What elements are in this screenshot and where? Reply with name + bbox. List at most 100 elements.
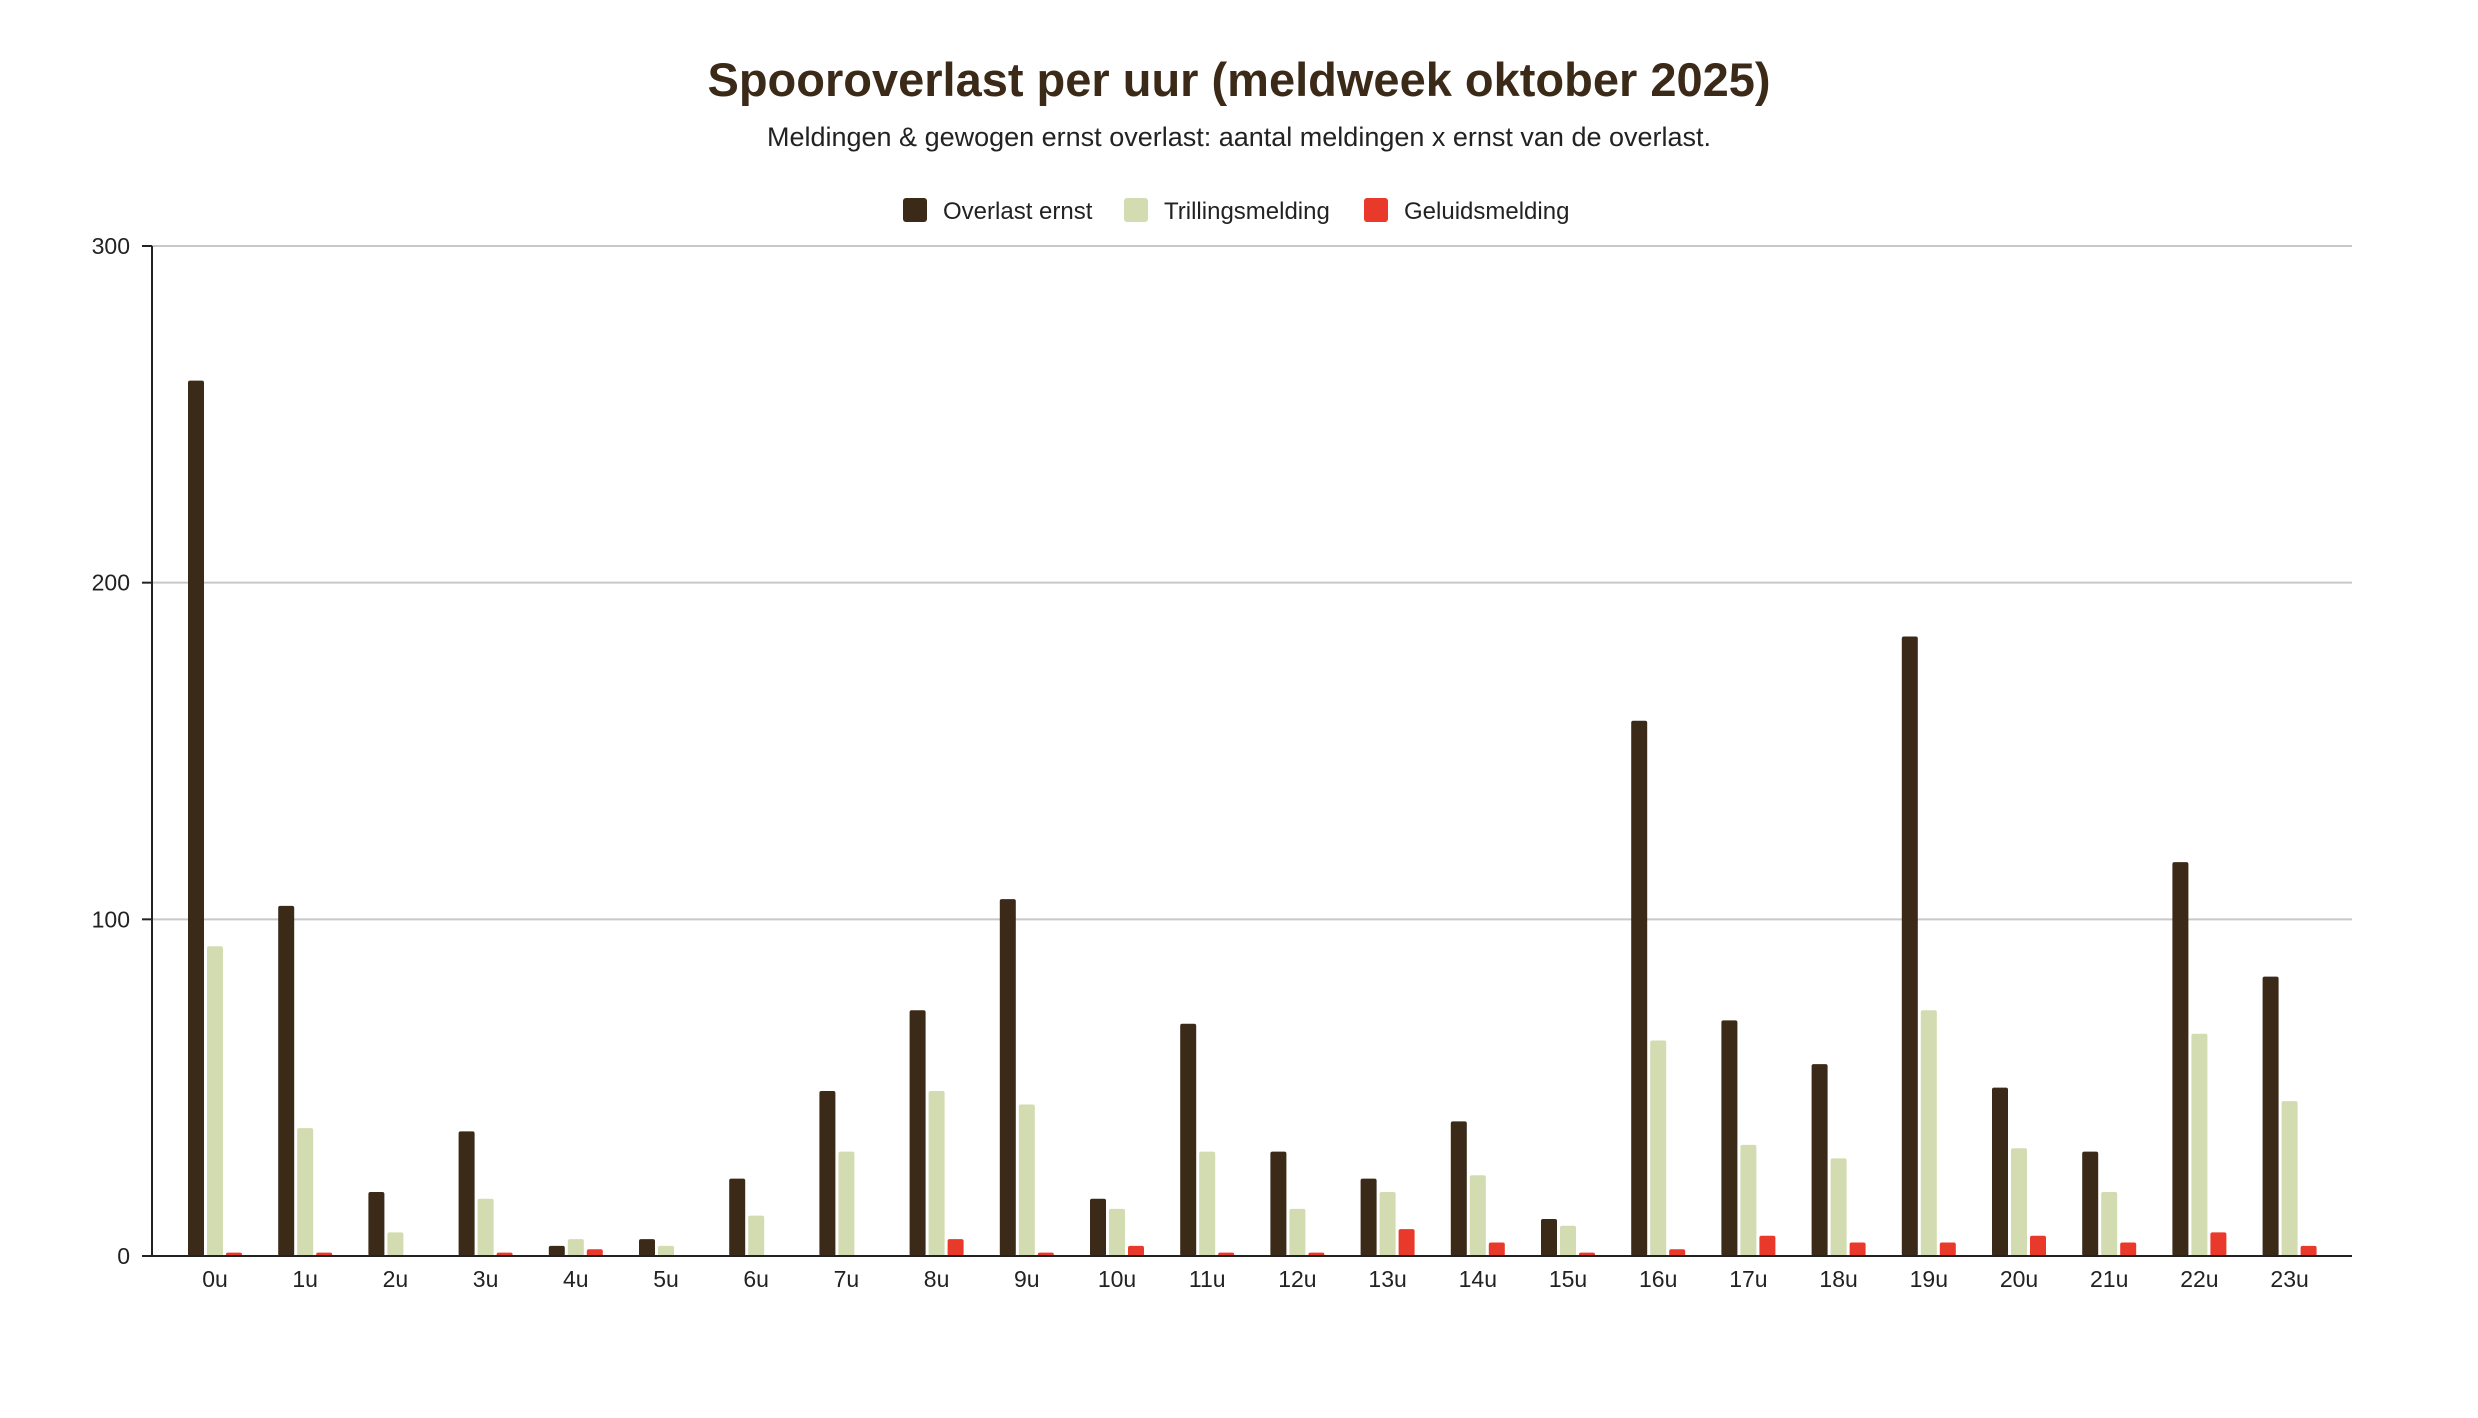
x-tick-label: 15u [1549, 1266, 1587, 1292]
bar-geluidsmelding-22u [2210, 1232, 2227, 1256]
bar-geluidsmelding-21u [2120, 1242, 2137, 1256]
bar-trillingsmelding-15u [1560, 1225, 1576, 1256]
x-tick-label: 2u [383, 1266, 409, 1292]
bar-geluidsmelding-18u [1849, 1242, 1866, 1256]
x-tick-label: 14u [1459, 1266, 1497, 1292]
x-tick-label: 5u [653, 1266, 679, 1292]
bar-trillingsmelding-16u [1650, 1040, 1667, 1256]
x-tick-label: 20u [2000, 1266, 2038, 1292]
x-tick-label: 19u [1910, 1266, 1948, 1292]
legend-swatch [903, 198, 927, 222]
bar-trillingsmelding-12u [1289, 1208, 1306, 1256]
bar-trillingsmelding-20u [2011, 1148, 2027, 1256]
gridlines [142, 245, 2352, 1257]
bar-overlast-ernst-9u [999, 899, 1016, 1256]
x-tick-label: 1u [292, 1266, 318, 1292]
legend-label: Geluidsmelding [1404, 198, 1569, 225]
x-tick-label: 0u [202, 1266, 228, 1292]
x-tick-label: 6u [743, 1266, 769, 1292]
bar-overlast-ernst-10u [1090, 1198, 1106, 1256]
x-tick-label: 10u [1098, 1266, 1136, 1292]
legend-label: Overlast ernst [943, 198, 1093, 225]
bar-trillingsmelding-5u [658, 1245, 674, 1256]
x-tick-label: 9u [1014, 1266, 1040, 1292]
bar-overlast-ernst-5u [639, 1239, 655, 1256]
bar-trillingsmelding-9u [1018, 1104, 1035, 1256]
bar-trillingsmelding-0u [207, 946, 223, 1256]
bar-overlast-ernst-15u [1541, 1218, 1557, 1256]
bar-overlast-ernst-14u [1450, 1121, 1467, 1256]
chart-title: Spooroverlast per uur (meldweek oktober … [707, 53, 1770, 106]
chart-subtitle: Meldingen & gewogen ernst overlast: aant… [767, 122, 1711, 152]
x-tick-label: 13u [1368, 1266, 1406, 1292]
x-tick-label: 22u [2180, 1266, 2218, 1292]
legend: Overlast ernst Trillingsmelding Geluidsmel… [903, 198, 1569, 225]
legend-swatch [1124, 198, 1148, 222]
bar-geluidsmelding-17u [1759, 1235, 1776, 1256]
tick-labels: 0 100 200 300 0u 1u 2u 3u 4u 5u 6u 7u 8u 9u 10u 11u 12u 1… [92, 233, 2309, 1292]
bar-trillingsmelding-21u [2101, 1192, 2118, 1256]
bar-overlast-ernst-2u [368, 1192, 385, 1256]
bar-trillingsmelding-22u [2191, 1033, 2208, 1256]
bar-trillingsmelding-10u [1109, 1208, 1125, 1256]
bar-trillingsmelding-7u [838, 1151, 855, 1256]
bar-overlast-ernst-12u [1270, 1151, 1287, 1256]
bar-overlast-ernst-19u [1901, 636, 1918, 1256]
bars [188, 380, 2317, 1257]
bar-geluidsmelding-10u [1128, 1245, 1144, 1256]
legend-swatch [1364, 198, 1388, 222]
bar-overlast-ernst-6u [729, 1178, 746, 1256]
bar-trillingsmelding-17u [1740, 1144, 1757, 1256]
bar-overlast-ernst-3u [458, 1131, 475, 1256]
bar-geluidsmelding-19u [1939, 1242, 1956, 1256]
bar-geluidsmelding-16u [1669, 1249, 1686, 1256]
bar-trillingsmelding-13u [1379, 1192, 1396, 1256]
bar-overlast-ernst-8u [909, 1010, 926, 1256]
x-tick-label: 4u [563, 1266, 589, 1292]
bar-trillingsmelding-19u [1920, 1010, 1937, 1256]
bar-trillingsmelding-2u [387, 1232, 404, 1256]
bar-overlast-ernst-0u [188, 380, 204, 1257]
bar-overlast-ernst-4u [548, 1245, 565, 1256]
x-tick-label: 18u [1819, 1266, 1857, 1292]
bar-trillingsmelding-18u [1830, 1158, 1847, 1256]
x-tick-label: 8u [924, 1266, 950, 1292]
bar-overlast-ernst-13u [1360, 1178, 1377, 1256]
bar-trillingsmelding-6u [748, 1215, 765, 1256]
bar-overlast-ernst-17u [1721, 1020, 1738, 1256]
bar-geluidsmelding-23u [2300, 1245, 2317, 1256]
y-tick-label: 300 [92, 233, 130, 259]
bar-trillingsmelding-11u [1199, 1151, 1216, 1256]
y-tick-label: 100 [92, 906, 130, 932]
bar-overlast-ernst-23u [2262, 976, 2279, 1256]
x-tick-label: 12u [1278, 1266, 1316, 1292]
bar-geluidsmelding-14u [1488, 1242, 1505, 1256]
bar-overlast-ernst-7u [819, 1091, 836, 1256]
bar-overlast-ernst-1u [278, 905, 295, 1256]
bar-trillingsmelding-23u [2281, 1101, 2298, 1256]
x-tick-label: 11u [1189, 1266, 1226, 1292]
x-tick-label: 3u [473, 1266, 499, 1292]
x-tick-label: 7u [834, 1266, 860, 1292]
bar-trillingsmelding-8u [928, 1091, 945, 1256]
axes [151, 246, 2352, 1257]
bar-trillingsmelding-14u [1469, 1175, 1486, 1256]
bar-overlast-ernst-16u [1631, 720, 1648, 1256]
bar-geluidsmelding-8u [947, 1239, 964, 1256]
x-tick-label: 17u [1729, 1266, 1767, 1292]
bar-geluidsmelding-4u [586, 1249, 603, 1256]
bar-geluidsmelding-20u [2030, 1235, 2046, 1256]
bar-trillingsmelding-1u [297, 1128, 314, 1256]
x-tick-label: 16u [1639, 1266, 1677, 1292]
bar-overlast-ernst-11u [1180, 1023, 1197, 1256]
bar-geluidsmelding-13u [1398, 1229, 1415, 1256]
bar-overlast-ernst-22u [2172, 862, 2189, 1256]
y-tick-label: 200 [92, 570, 130, 596]
y-tick-label: 0 [117, 1243, 130, 1269]
bar-trillingsmelding-3u [477, 1198, 494, 1256]
bar-overlast-ernst-20u [1992, 1087, 2008, 1256]
x-tick-label: 21u [2090, 1266, 2128, 1292]
legend-label: Trillingsmelding [1164, 198, 1330, 225]
bar-trillingsmelding-4u [567, 1239, 584, 1256]
